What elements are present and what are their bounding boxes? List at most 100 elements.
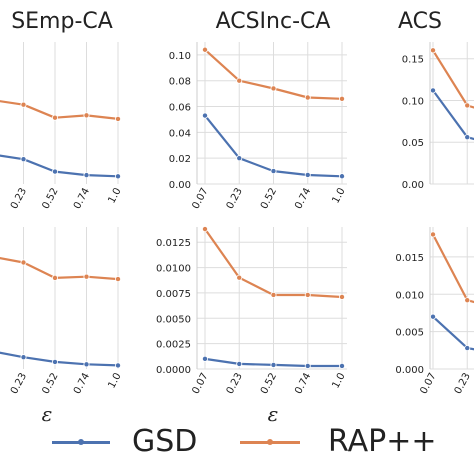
data-point <box>338 95 345 102</box>
data-point <box>236 274 243 281</box>
y-tick-label: 0.00 <box>402 180 424 191</box>
series-line-gsd <box>0 351 119 367</box>
data-point <box>304 171 311 178</box>
y-tick-label: 0.10 <box>402 96 424 107</box>
y-tick-label: 0.05 <box>402 138 424 149</box>
y-tick-label: 0.0025 <box>156 340 191 351</box>
y-tick-label: 0.04 <box>169 128 191 139</box>
data-point <box>429 87 436 94</box>
series-line-gsd <box>0 154 119 178</box>
data-point <box>338 173 345 180</box>
data-point <box>338 362 345 369</box>
y-tick-label: 0.0075 <box>156 289 191 300</box>
data-point <box>304 291 311 298</box>
data-point <box>201 112 208 119</box>
y-tick-label: 0.000 <box>395 365 424 376</box>
x-tick-label: 1.0 <box>330 371 347 390</box>
data-point <box>464 102 471 109</box>
x-tick-label: 0.23 <box>225 371 245 396</box>
x-axis-label: ε <box>268 402 279 426</box>
chart-panel-5: 0.0000 0.0025 0.0050 0.0075 0.0100 0.0125 0.07… <box>156 226 348 426</box>
x-tick-label: 0.07 <box>190 371 210 396</box>
y-tick-label: 0.0125 <box>156 238 191 249</box>
data-point <box>201 355 208 362</box>
data-point <box>52 114 59 121</box>
data-point <box>20 259 27 266</box>
x-tick-label: 1.0 <box>106 186 123 205</box>
x-tick-label: 0.52 <box>40 371 60 396</box>
chart-panel-3: 0.00 0.05 0.10 0.15 ACS <box>398 9 474 191</box>
data-point <box>52 358 59 365</box>
x-tick-label: 0.74 <box>293 186 313 211</box>
legend-label-gsd: GSD <box>132 424 198 459</box>
y-tick-label: 0.005 <box>395 328 424 339</box>
data-point <box>304 362 311 369</box>
x-tick-label: 0.74 <box>72 186 92 211</box>
y-tick-label: 0.0100 <box>156 264 191 275</box>
data-point <box>464 134 471 141</box>
y-tick-label: 0.010 <box>395 290 424 301</box>
data-point <box>115 276 122 283</box>
data-point <box>20 101 27 108</box>
panel-title: SEmp-CA <box>11 9 113 34</box>
x-tick-label: 0.23 <box>225 186 245 211</box>
data-point <box>83 361 90 368</box>
data-point <box>83 112 90 119</box>
y-tick-label: 0.0000 <box>156 365 191 376</box>
data-point <box>20 156 27 163</box>
data-point <box>52 274 59 281</box>
legend-item-rap: RAP++ <box>240 420 470 464</box>
data-point <box>115 173 122 180</box>
data-point <box>304 94 311 101</box>
data-point <box>115 115 122 122</box>
data-point <box>429 313 436 320</box>
y-tick-label: 0.10 <box>169 51 191 62</box>
data-point <box>270 85 277 92</box>
y-tick-label: 0.00 <box>169 180 191 191</box>
x-tick-label: 0.23 <box>9 371 29 396</box>
x-tick-label: 0.74 <box>293 371 313 396</box>
data-point <box>236 155 243 162</box>
data-point <box>236 360 243 367</box>
data-point <box>270 168 277 175</box>
x-tick-label: 0.52 <box>40 186 60 211</box>
y-tick-label: 0.08 <box>169 77 191 88</box>
y-tick-label: 0.02 <box>169 154 191 165</box>
x-tick-label: 0.52 <box>259 371 279 396</box>
data-point <box>270 291 277 298</box>
x-tick-label: 0.74 <box>72 371 92 396</box>
x-axis-label: ε <box>42 402 53 426</box>
data-point <box>236 77 243 84</box>
legend-item-gsd: GSD <box>52 420 222 464</box>
panel-title: ACS <box>398 9 442 34</box>
data-point <box>464 297 471 304</box>
data-point <box>429 231 436 238</box>
y-tick-label: 0.06 <box>169 103 191 114</box>
data-point <box>83 273 90 280</box>
chart-panel-2: 0.00 0.02 0.04 0.06 0.08 0.10 0.07 0.23 0.52 0.74… <box>169 9 348 211</box>
data-point <box>201 226 208 233</box>
data-point <box>201 46 208 53</box>
data-point <box>83 172 90 179</box>
chart-legend: GSD RAP++ <box>0 420 474 464</box>
legend-marker-gsd <box>78 439 84 445</box>
y-tick-label: 0.0050 <box>156 314 191 325</box>
chart-panel-1: 0.23 0.52 0.74 1.0 SEmp-CA <box>0 9 124 211</box>
data-point <box>20 354 27 361</box>
data-point <box>464 345 471 352</box>
data-point <box>429 47 436 54</box>
series-line-rap <box>0 100 119 120</box>
x-tick-label: 0.23 <box>9 186 29 211</box>
series-line-rap <box>0 256 119 281</box>
x-tick-label: 1.0 <box>330 186 347 205</box>
x-tick-label: 0.07 <box>190 186 210 211</box>
data-point <box>338 293 345 300</box>
chart-panel-4: 0.23 0.52 0.74 1.0 ε <box>0 227 124 426</box>
data-point <box>270 361 277 368</box>
data-point <box>115 362 122 369</box>
x-tick-label: 0.52 <box>259 186 279 211</box>
panel-title: ACSInc-CA <box>216 9 331 34</box>
y-tick-label: 0.015 <box>395 253 424 264</box>
